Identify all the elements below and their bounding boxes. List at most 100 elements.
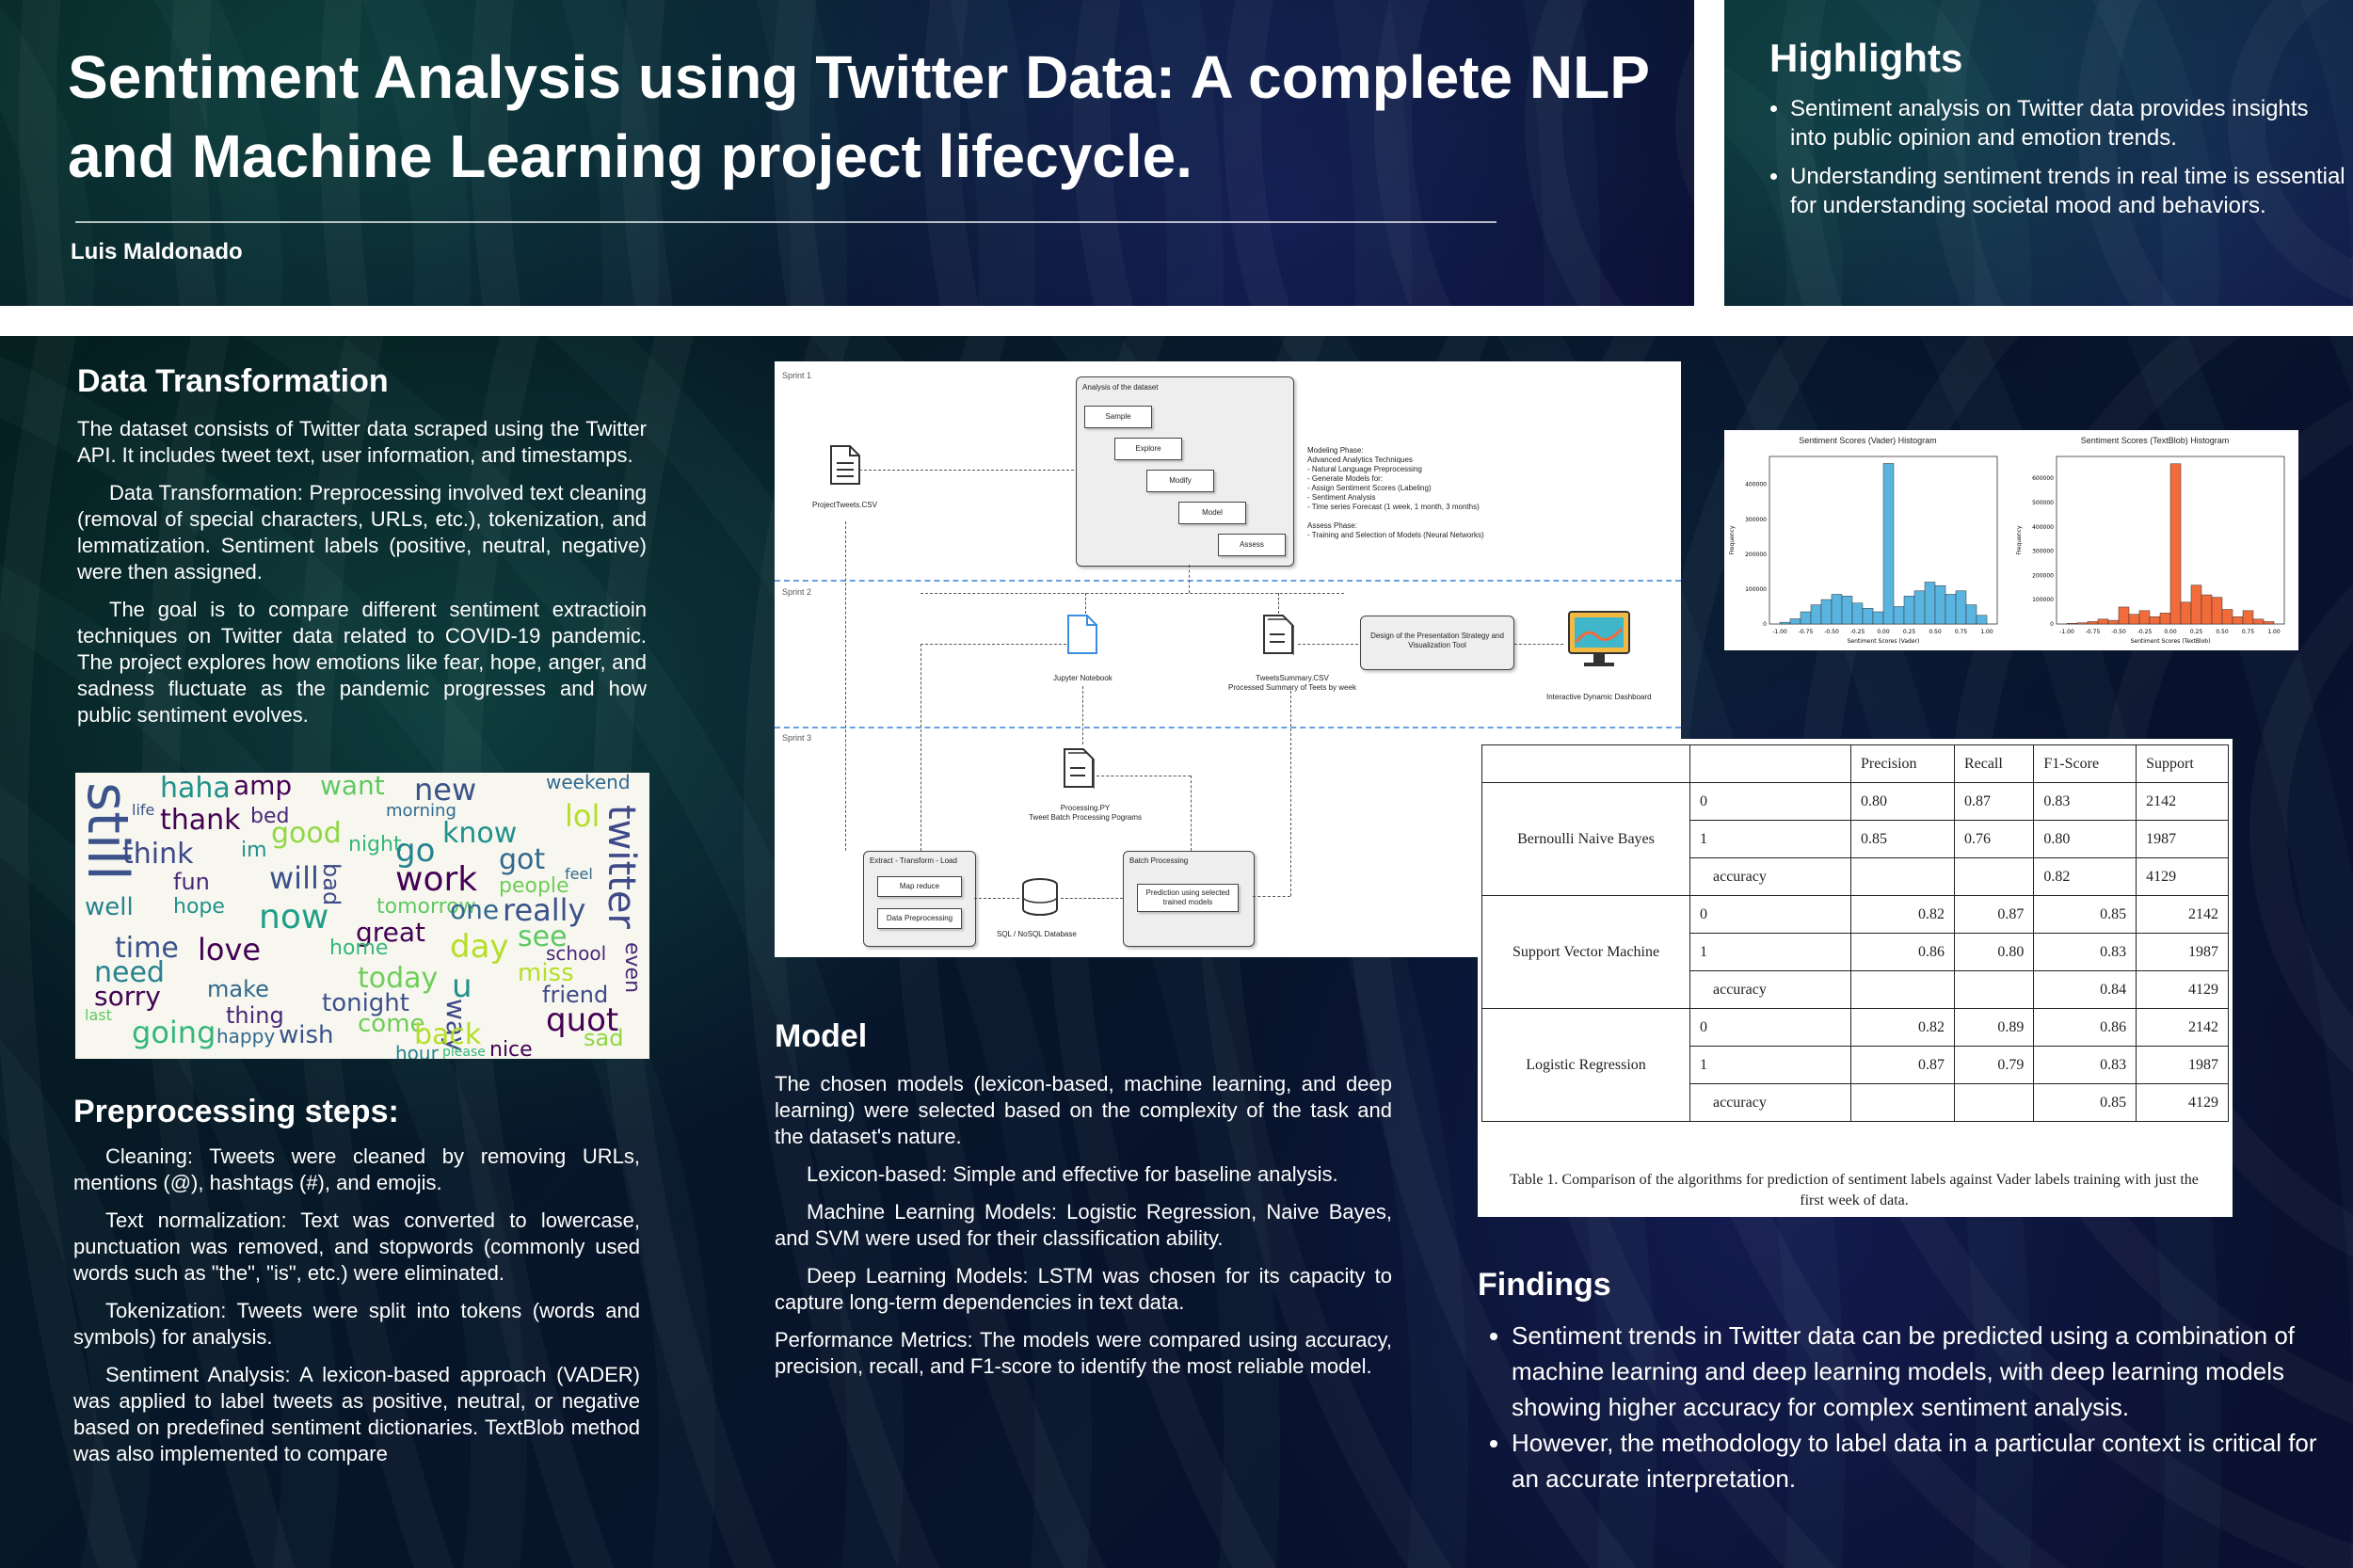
histogram-bar [2201, 594, 2213, 625]
paragraph: The dataset consists of Twitter data scr… [77, 417, 647, 467]
histogram-bar [2087, 621, 2099, 625]
x-tick-label: -1.00 [1772, 629, 1787, 635]
class-label-cell: accuracy [1689, 970, 1851, 1009]
jupyter-notebook-icon [1067, 615, 1097, 654]
histogram-bar [2252, 618, 2265, 625]
support-cell: 2142 [2136, 895, 2229, 934]
precision-cell: 0.80 [1850, 782, 1955, 821]
f1-cell: 0.82 [2033, 857, 2137, 896]
word-cloud-word: morning [386, 801, 456, 821]
x-tick-label: -0.25 [2137, 629, 2153, 635]
preprocessing-title: Preprocessing steps: [73, 1094, 399, 1129]
paragraph: The chosen models (lexicon-based, machin… [775, 1072, 1392, 1148]
word-cloud-word: weekend [546, 773, 631, 793]
paragraph: Cleaning: Tweets were cleaned by removin… [73, 1144, 640, 1194]
paragraph: Machine Learning Models: Logistic Regres… [775, 1200, 1392, 1250]
word-cloud-word: please [442, 1045, 486, 1059]
f1-cell: 0.84 [2033, 970, 2137, 1009]
precision-cell [1850, 857, 1955, 896]
connector [1085, 593, 1086, 614]
histogram-bar [2232, 616, 2244, 625]
histogram-bar [2159, 613, 2171, 625]
connector [1189, 565, 1190, 593]
word-cloud-word: even [620, 942, 644, 994]
paragraph: Deep Learning Models: LSTM was chosen fo… [775, 1264, 1392, 1314]
summary-csv-icon [1263, 615, 1294, 655]
word-cloud-word: bed [250, 805, 290, 828]
x-tick-label: -1.00 [2059, 629, 2074, 635]
word-cloud-word: go [395, 832, 436, 870]
word-cloud-word: sad [584, 1025, 624, 1051]
histogram-bar [1882, 463, 1895, 625]
connector [1278, 593, 1279, 614]
column-header: Support [2136, 744, 2229, 783]
recall-cell [1953, 1083, 2035, 1122]
word-cloud-image: still haha amp want new weekend thank bed good mo… [75, 773, 649, 1059]
word-cloud-word: back [414, 1018, 482, 1051]
connector [1082, 686, 1083, 744]
y-tick-label: 0 [2050, 621, 2054, 628]
support-cell: 4129 [2136, 1083, 2229, 1122]
word-cloud-word: friend [542, 982, 609, 1008]
sprint-divider [775, 727, 1681, 728]
word-cloud-word: haha [160, 773, 231, 805]
y-tick-label: 400000 [2032, 524, 2054, 531]
f1-cell: 0.85 [2033, 895, 2137, 934]
y-tick-label: 300000 [2032, 549, 2054, 555]
column-header: Precision [1850, 744, 1955, 783]
f1-cell: 0.83 [2033, 1046, 2137, 1084]
x-tick-label: -0.50 [1824, 629, 1839, 635]
support-cell: 2142 [2136, 1008, 2229, 1047]
dashboard-label: Interactive Dynamic Dashboard [1546, 693, 1652, 701]
histogram-bar [1965, 604, 1977, 625]
word-cloud-word: today [358, 962, 439, 995]
step-model: Model [1178, 502, 1246, 524]
textblob-histogram: Sentiment Scores (TextBlob) Histogram -1… [2011, 430, 2298, 650]
connector [1253, 896, 1290, 897]
data-transformation-text: The dataset consists of Twitter data scr… [77, 416, 647, 740]
modeling-notes: Modeling Phase: Advanced Analytics Techn… [1307, 446, 1484, 539]
class-label-cell: 1 [1689, 1046, 1851, 1084]
x-tick-label: 0.00 [2164, 629, 2177, 635]
dashboard-monitor-icon [1568, 611, 1630, 666]
x-axis-label: Sentiment Scores (Vader) [1848, 638, 1920, 645]
precision-cell [1850, 970, 1955, 1009]
x-tick-label: -0.50 [2111, 629, 2126, 635]
highlights-list: Sentiment analysis on Twitter data provi… [1769, 94, 2345, 230]
histogram-bar [1945, 594, 1957, 625]
word-cloud-word: hope [173, 895, 225, 919]
histogram-bar [1841, 596, 1853, 625]
finding-item: Sentiment trends in Twitter data can be … [1512, 1318, 2340, 1425]
word-cloud-word: time [115, 932, 179, 965]
histogram-bar [2180, 601, 2192, 625]
word-cloud-word: thank [160, 804, 241, 837]
histogram-bar [2066, 622, 2078, 625]
support-cell: 4129 [2136, 857, 2229, 896]
word-cloud-word: im [241, 839, 267, 862]
x-tick-label: 0.50 [1929, 629, 1942, 635]
processing-py-icon [1064, 748, 1095, 789]
chart-title: Sentiment Scores (Vader) Histogram [1799, 436, 1937, 445]
word-cloud-word: last [85, 1006, 112, 1024]
histogram-bar [2211, 597, 2223, 625]
column-header [1689, 744, 1851, 783]
connector [1061, 898, 1123, 899]
highlights-title: Highlights [1769, 36, 1963, 80]
histogram-bar [1831, 594, 1843, 625]
word-cloud-word: tomorrow [376, 895, 476, 919]
jupyter-label: Jupyter Notebook [1053, 674, 1112, 682]
histogram-bar [1924, 582, 1936, 625]
step-modify: Modify [1146, 470, 1214, 492]
paragraph: Sentiment Analysis: A lexicon-based appr… [73, 1363, 640, 1465]
x-tick-label: 0.00 [1877, 629, 1890, 635]
step-sample: Sample [1084, 406, 1152, 428]
map-reduce-step: Map reduce [877, 876, 962, 897]
word-cloud-word: sorry [94, 981, 161, 1012]
word-cloud-word: happy [216, 1025, 276, 1048]
histogram-bar [2097, 618, 2109, 625]
y-tick-label: 600000 [2032, 475, 2054, 482]
histogram-bar [1955, 590, 1967, 625]
histogram-bar [1913, 590, 1926, 625]
highlight-item: Understanding sentiment trends in real t… [1790, 162, 2345, 220]
histogram-bar [2138, 610, 2151, 625]
